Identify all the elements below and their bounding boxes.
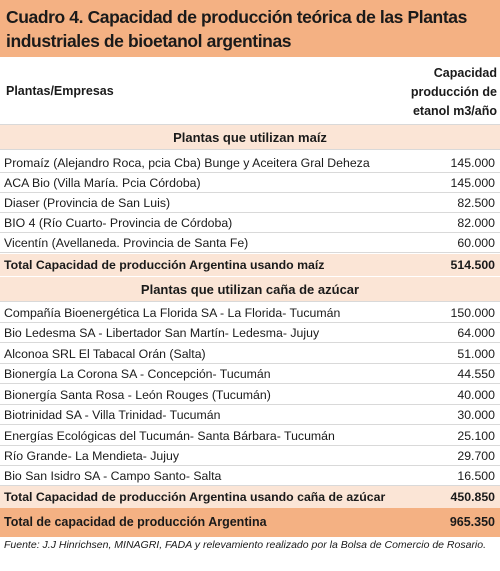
table-row: Río Grande- La Mendieta- Jujuy 29.700 [0,446,500,466]
section-heading-cana: Plantas que utilizan caña de azúcar [0,277,500,302]
row-plant-name: Río Grande- La Mendieta- Jujuy [4,449,179,463]
row-capacity-value: 145.000 [450,176,495,190]
table-row: BIO 4 (Río Cuarto- Provincia de Córdoba)… [0,213,500,233]
total-row-cana: Total Capacidad de producción Argentina … [0,486,500,508]
row-plant-name: Vicentín (Avellaneda. Provincia de Santa… [4,236,249,250]
row-plant-name: ACA Bio (Villa María. Pcia Córdoba) [4,176,201,190]
row-capacity-value: 16.500 [457,469,495,483]
table-row: Biotrinidad SA - Villa Trinidad- Tucumán… [0,405,500,425]
row-capacity-value: 82.000 [457,216,495,230]
row-plant-name: Alconoa SRL El Tabacal Orán (Salta) [4,347,206,361]
row-capacity-value: 64.000 [457,326,495,340]
row-plant-name: Promaíz (Alejandro Roca, pcia Cba) Bunge… [4,156,370,170]
title-line-2: industriales de bioetanol argentinas [6,31,292,51]
table-row: Energías Ecológicas del Tucumán- Santa B… [0,426,500,446]
table-title: Cuadro 4. Capacidad de producción teóric… [0,0,500,57]
row-plant-name: Biotrinidad SA - Villa Trinidad- Tucumán [4,408,221,422]
table-row: Bio San Isidro SA - Campo Santo- Salta 1… [0,466,500,486]
total-value-maiz: 514.500 [450,258,495,272]
grand-total-row: Total de capacidad de producción Argenti… [0,508,500,537]
header-capacidad: Capacidad producción de etanol m3/año [387,64,497,121]
table-row: Bionergía La Corona SA - Concepción- Tuc… [0,364,500,384]
total-row-maiz: Total Capacidad de producción Argentina … [0,254,500,276]
table-row: Diaser (Provincia de San Luis) 82.500 [0,193,500,213]
header-capacidad-line-3: etanol m3/año [412,104,497,118]
table-row: Vicentín (Avellaneda. Provincia de Santa… [0,233,500,253]
header-capacidad-line-2: producción de [410,85,497,99]
row-capacity-value: 51.000 [457,347,495,361]
row-plant-name: Bionergía Santa Rosa - León Rouges (Tucu… [4,388,271,402]
total-value-cana: 450.850 [450,490,495,504]
row-capacity-value: 145.000 [450,156,495,170]
row-capacity-value: 60.000 [457,236,495,250]
table-row: Bionergía Santa Rosa - León Rouges (Tucu… [0,385,500,405]
section-heading-maiz: Plantas que utilizan maíz [0,125,500,150]
header-plantas: Plantas/Empresas [6,84,114,98]
row-plant-name: BIO 4 (Río Cuarto- Provincia de Córdoba) [4,216,233,230]
row-plant-name: Bionergía La Corona SA - Concepción- Tuc… [4,367,271,381]
row-capacity-value: 150.000 [450,306,495,320]
row-capacity-value: 30.000 [457,408,495,422]
table-row: Bio Ledesma SA - Libertador San Martín- … [0,323,500,343]
row-capacity-value: 25.100 [457,429,495,443]
row-capacity-value: 29.700 [457,449,495,463]
row-plant-name: Compañía Bioenergética La Florida SA - L… [4,306,341,320]
grand-total-label: Total de capacidad de producción Argenti… [4,515,267,529]
grand-total-value: 965.350 [449,515,495,529]
table-row: Compañía Bioenergética La Florida SA - L… [0,303,500,323]
table-row: Alconoa SRL El Tabacal Orán (Salta) 51.0… [0,344,500,364]
table-row: Promaíz (Alejandro Roca, pcia Cba) Bunge… [0,153,500,173]
row-capacity-value: 82.500 [457,196,495,210]
row-plant-name: Diaser (Provincia de San Luis) [4,196,171,210]
header-capacidad-line-1: Capacidad [433,66,497,80]
column-header: Plantas/Empresas Capacidad producción de… [0,57,500,125]
row-capacity-value: 44.550 [457,367,495,381]
table-row: ACA Bio (Villa María. Pcia Córdoba) 145.… [0,173,500,193]
total-label-maiz: Total Capacidad de producción Argentina … [4,258,325,272]
row-capacity-value: 40.000 [457,388,495,402]
source-note: Fuente: J.J Hinrichsen, MINAGRI, FADA y … [4,539,487,551]
row-plant-name: Energías Ecológicas del Tucumán- Santa B… [4,429,335,443]
row-plant-name: Bio Ledesma SA - Libertador San Martín- … [4,326,320,340]
row-plant-name: Bio San Isidro SA - Campo Santo- Salta [4,469,222,483]
title-line-1: Cuadro 4. Capacidad de producción teóric… [6,7,467,27]
total-label-cana: Total Capacidad de producción Argentina … [4,490,386,504]
